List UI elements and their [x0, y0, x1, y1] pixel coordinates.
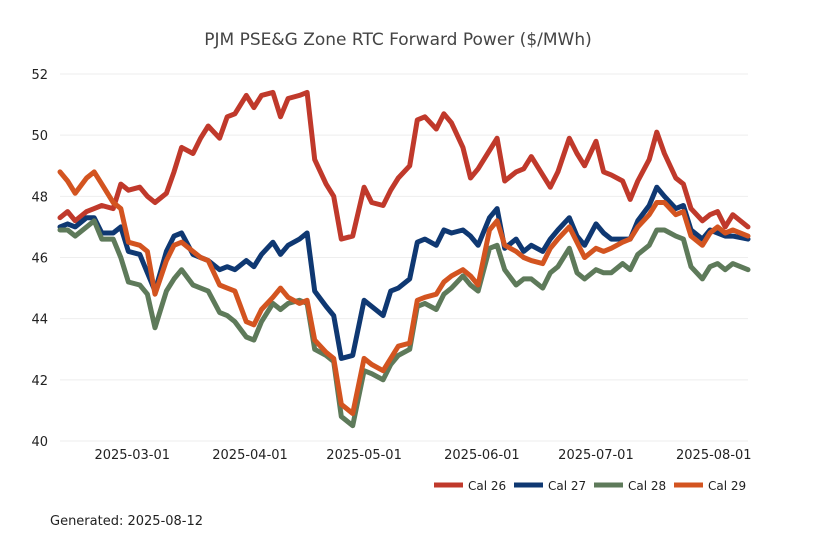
- legend-label: Cal 26: [468, 479, 506, 493]
- series-line-cal-28: [57, 218, 751, 429]
- x-tick-label: 2025-05-01: [326, 448, 402, 463]
- y-tick-label: 48: [31, 190, 48, 205]
- x-tick-label: 2025-08-01: [676, 448, 752, 463]
- y-tick-label: 40: [31, 435, 48, 450]
- chart-title: PJM PSE&G Zone RTC Forward Power ($/MWh): [204, 30, 592, 50]
- footer-generated-note: Generated: 2025-08-12: [50, 514, 203, 529]
- gridlines: [60, 73, 748, 442]
- y-tick-label: 46: [31, 252, 48, 267]
- series-line-cal-26: [57, 89, 751, 242]
- y-tick-label: 50: [31, 129, 48, 144]
- x-tick-label: 2025-03-01: [94, 448, 170, 463]
- legend: Cal 26 Cal 27 Cal 28 Cal 29: [434, 479, 746, 493]
- legend-label: Cal 29: [708, 479, 746, 493]
- series-lines: [57, 89, 751, 429]
- legend-item: Cal 26: [434, 479, 506, 493]
- legend-label: Cal 27: [548, 479, 586, 493]
- x-tick-label: 2025-07-01: [558, 448, 634, 463]
- y-axis: 40 42 44 46 48 50 52: [31, 68, 48, 450]
- legend-item: Cal 28: [594, 479, 666, 493]
- y-tick-label: 44: [31, 313, 48, 328]
- y-tick-label: 42: [31, 374, 48, 389]
- series-line-cal-29: [57, 169, 751, 416]
- legend-item: Cal 29: [674, 479, 746, 493]
- x-tick-label: 2025-06-01: [444, 448, 520, 463]
- y-tick-label: 52: [31, 68, 48, 83]
- x-axis: 2025-03-01 2025-04-01 2025-05-01 2025-06-01…: [94, 448, 751, 463]
- legend-item: Cal 27: [514, 479, 586, 493]
- legend-label: Cal 28: [628, 479, 666, 493]
- x-tick-label: 2025-04-01: [212, 448, 288, 463]
